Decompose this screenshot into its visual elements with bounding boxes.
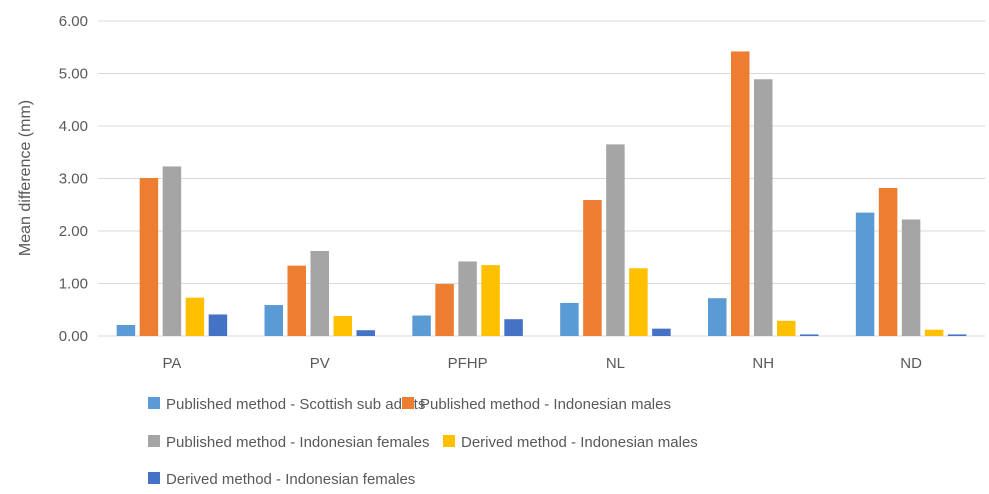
legend-swatch [402, 397, 414, 409]
y-tick-labels: 0.00 1.00 2.00 3.00 4.00 5.00 6.00 [59, 13, 88, 345]
legend-label: Derived method - Indonesian females [166, 471, 415, 488]
y-tick-label: 4.00 [59, 118, 88, 135]
x-category-label: PV [310, 355, 330, 372]
bar-nh-series-1 [708, 298, 727, 336]
bar-pv-series-1 [264, 305, 283, 336]
bar-nd-series-2 [878, 187, 898, 336]
bar-nd-series-3 [901, 219, 921, 336]
y-tick-label: 0.00 [59, 328, 88, 345]
bar-pv-series-5 [356, 330, 375, 336]
y-tick-label: 2.00 [59, 223, 88, 240]
x-category-label: PA [162, 355, 181, 372]
bar-nh-series-3 [754, 79, 773, 337]
legend-swatch [148, 435, 160, 447]
y-tick-label: 1.00 [59, 276, 88, 293]
x-category-label: NH [752, 355, 774, 372]
bar-pa-series-5 [208, 314, 228, 336]
bar-pa-series-1 [116, 324, 136, 336]
bar-pa-series-4 [185, 297, 205, 336]
bar-nl-series-4 [629, 268, 648, 336]
bar-nh-series-2 [731, 51, 750, 336]
bar-nd-series-1 [855, 212, 875, 336]
bar-nd-series-5 [947, 334, 967, 336]
legend-label: Published method - Scottish sub adults [166, 396, 425, 413]
x-category-label: ND [900, 355, 922, 372]
bar-pv-series-2 [287, 265, 306, 336]
bar-nd-series-4 [924, 329, 944, 336]
bar-nl-series-5 [652, 328, 671, 336]
x-category-label: NL [606, 355, 625, 372]
bar-pfhp-series-2 [435, 284, 454, 336]
legend-swatch [148, 472, 160, 484]
y-axis-title: Mean difference (mm) [17, 100, 34, 256]
bar-pa-series-3 [162, 166, 182, 336]
bar-pv-series-3 [310, 250, 329, 336]
bar-nh-series-4 [777, 320, 796, 336]
bar-nl-series-2 [583, 200, 602, 336]
bar-nl-series-3 [606, 144, 625, 336]
bar-nl-series-1 [560, 302, 579, 336]
y-tick-label: 3.00 [59, 171, 88, 188]
y-tick-label: 5.00 [59, 66, 88, 83]
bars [116, 51, 967, 337]
legend-swatch [443, 435, 455, 447]
bar-nh-series-5 [800, 334, 819, 336]
bar-pfhp-series-5 [504, 319, 523, 336]
bar-pv-series-4 [333, 316, 352, 336]
x-category-labels: PA PV PFHP NL NH ND [162, 355, 922, 372]
legend-label: Published method - Indonesian males [420, 396, 671, 413]
legend-label: Derived method - Indonesian males [461, 434, 698, 451]
gridlines [98, 20, 985, 337]
y-tick-label: 6.00 [59, 13, 88, 30]
legend-swatch [148, 397, 160, 409]
bar-pfhp-series-3 [458, 261, 477, 336]
bar-pfhp-series-4 [481, 265, 500, 336]
bar-pfhp-series-1 [412, 315, 431, 336]
legend-label: Published method - Indonesian females [166, 434, 430, 451]
bar-pa-series-2 [139, 177, 159, 336]
x-category-label: PFHP [448, 355, 488, 372]
legend: Published method - Scottish sub adultsPu… [148, 396, 698, 488]
